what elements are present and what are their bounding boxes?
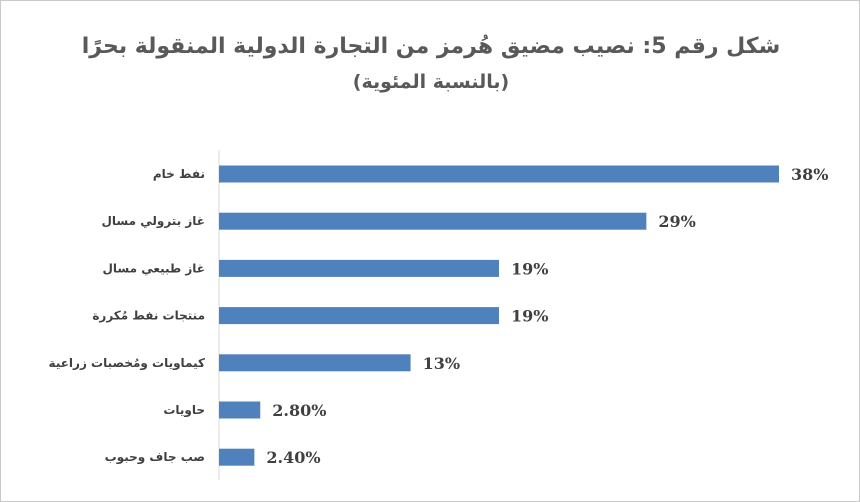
data-label: 38% — [791, 165, 828, 184]
chart-subtitle: (بالنسبة المئوية) — [352, 71, 510, 93]
bar — [219, 448, 255, 466]
bar — [219, 401, 261, 419]
data-label: 19% — [511, 259, 548, 278]
category-label: صب جاف وحبوب — [105, 450, 205, 465]
bar — [219, 165, 779, 183]
bar — [219, 307, 499, 325]
data-label: 2.40% — [266, 448, 320, 467]
data-label: 29% — [658, 212, 695, 231]
data-label: 19% — [511, 307, 548, 326]
bar — [219, 259, 499, 277]
data-label: 13% — [423, 354, 460, 373]
category-label: حاويات — [163, 403, 205, 418]
bar — [219, 212, 647, 230]
category-label: نفط خام — [153, 167, 205, 182]
category-label: غاز بترولي مسال — [102, 214, 206, 229]
chart-title: شكل رقم 5: نصيب مضيق هُرمز من التجارة ال… — [81, 34, 781, 59]
category-label: منتجات نفط مُكررة — [92, 309, 205, 323]
category-label: غاز طبيعي مسال — [102, 261, 205, 275]
bar — [219, 354, 411, 372]
category-label: كيماويات ومُخصبات زراعية — [49, 356, 205, 371]
data-label: 2.80% — [272, 401, 326, 420]
